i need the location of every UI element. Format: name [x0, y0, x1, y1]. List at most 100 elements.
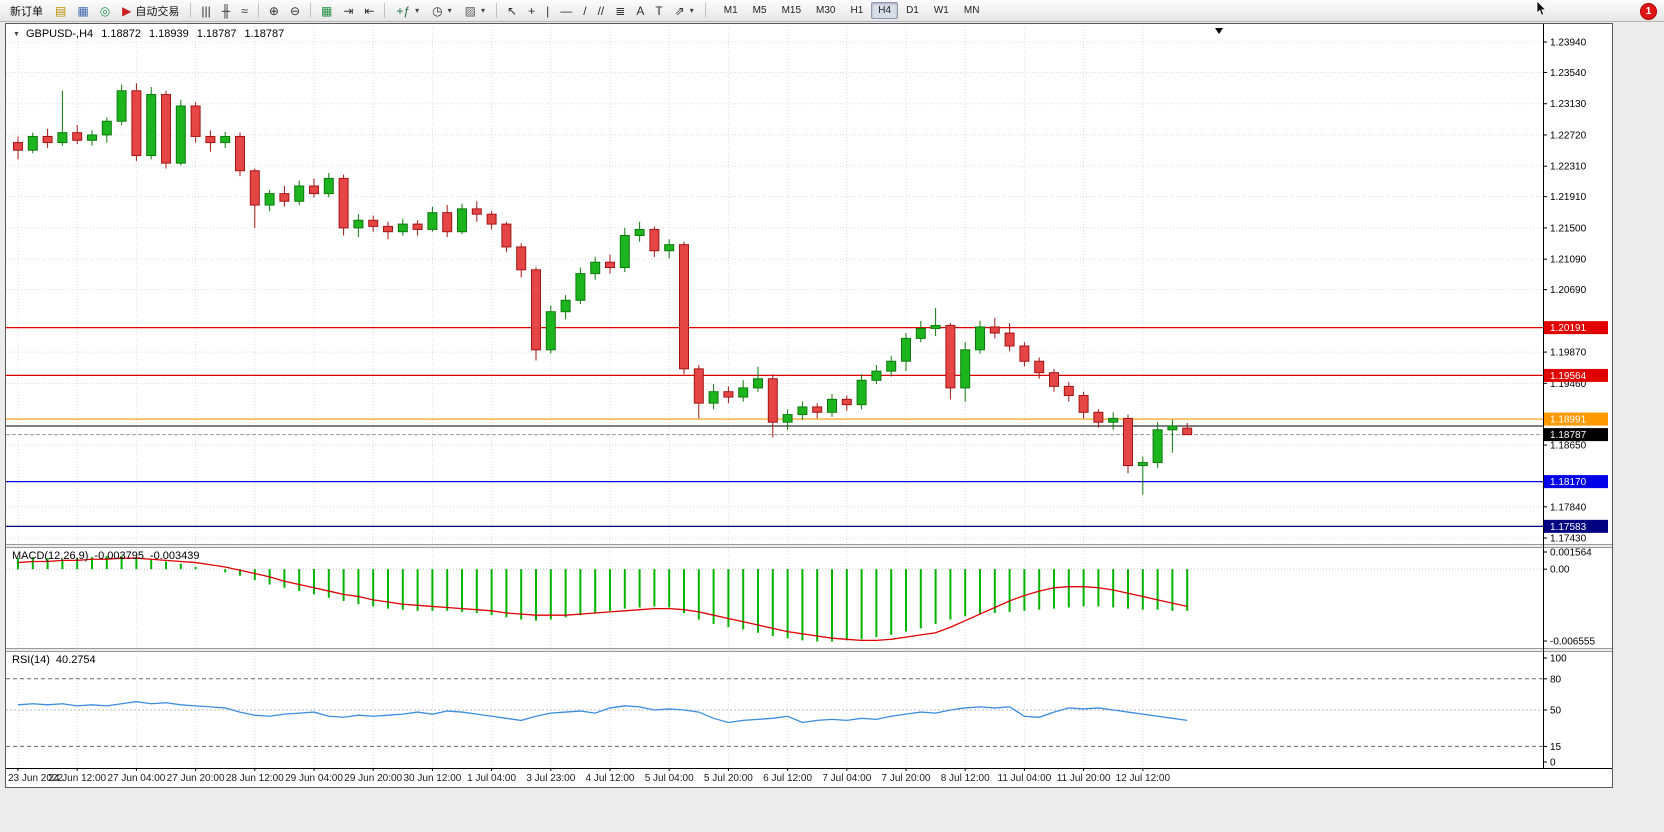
channel-icon[interactable]: // [597, 3, 605, 18]
candle [679, 244, 689, 370]
price-chart[interactable]: 1.23940 1.23540 1.23130 1.22720 1.22310 1.219… [6, 24, 1612, 787]
bar-chart-icon[interactable]: ||| [201, 3, 211, 18]
timeframe-group: M1 M5 M15 M30 H1 H4 D1 W1 MN [717, 2, 987, 19]
ohlc-open: 1.18872 [101, 28, 141, 40]
chart-shift-marker[interactable] [1215, 28, 1223, 34]
price-tick-label: 1.19460 [1550, 379, 1587, 390]
cursor-tool-icon[interactable]: ↖ [507, 3, 518, 18]
candle [738, 387, 749, 398]
market-watch-icon[interactable]: ▤ [55, 3, 67, 18]
mouse-cursor [1536, 0, 1549, 22]
timeframe-button-H4[interactable]: H4 [871, 2, 899, 19]
timeframe-button-M1[interactable]: M1 [723, 5, 738, 16]
navigator-icon[interactable]: ◎ [99, 3, 111, 18]
price-tick-label: 1.17430 [1550, 534, 1587, 545]
tile-windows-icon[interactable]: ▦ [321, 3, 333, 18]
candle [309, 185, 319, 195]
candle [264, 193, 275, 206]
fibonacci-icon[interactable]: ≣ [615, 3, 626, 18]
candle [279, 193, 290, 202]
period-button[interactable]: ◷ ▾ [426, 1, 458, 21]
time-label: 28 Jun 12:00 [226, 773, 284, 784]
crosshair-icon[interactable]: + [528, 3, 536, 18]
macd-header: MACD(12,26,9) -0.003795 -0.003439 [12, 550, 200, 562]
rsi-value: 40.2754 [55, 654, 96, 666]
candle [42, 135, 53, 144]
pane-separator[interactable] [6, 648, 1612, 652]
candle [1034, 360, 1045, 374]
svg-text:1.17583: 1.17583 [1550, 522, 1587, 533]
time-label: 8 Jul 12:00 [941, 773, 990, 784]
candlestick-chart-icon[interactable]: ╫ [221, 3, 231, 18]
candle [1019, 345, 1030, 362]
candle [901, 337, 911, 362]
candle [383, 225, 393, 233]
template-icon: ▨ [464, 3, 477, 18]
template-button[interactable]: ▨ ▾ [459, 1, 491, 21]
candle [249, 170, 260, 206]
candle [753, 378, 763, 389]
auto-scroll-icon[interactable]: ⇥ [343, 3, 354, 18]
auto-trading-button[interactable]: ▶ 自动交易 [116, 1, 185, 21]
candle [442, 212, 453, 233]
candle [782, 414, 793, 423]
candle [989, 326, 1000, 334]
zoom-in-icon[interactable]: ⊕ [268, 3, 279, 18]
candle [545, 311, 556, 351]
candle [235, 135, 245, 172]
chevron-down-icon: ▾ [689, 6, 694, 15]
price-tick-label: 1.20690 [1550, 285, 1587, 296]
candle [1137, 462, 1148, 467]
price-tick-label: 1.23540 [1550, 68, 1587, 79]
candle [101, 120, 112, 136]
candle [368, 219, 379, 227]
candle [575, 273, 586, 301]
candle [397, 223, 408, 233]
candle [175, 105, 186, 164]
timeframe-button-D1[interactable]: D1 [906, 5, 919, 16]
toolbar-separator [310, 3, 311, 18]
timeframe-button-H1[interactable]: H1 [850, 5, 864, 16]
chart-shift-icon[interactable]: ⇤ [364, 3, 375, 18]
candle [1078, 395, 1089, 413]
pane-separator[interactable] [6, 544, 1612, 548]
candle [634, 228, 645, 237]
notification-badge[interactable]: 1 [1640, 3, 1657, 20]
chart-symbol: GBPUSD-,H4 [25, 28, 94, 40]
price-level-label [1544, 412, 1608, 426]
horizontal-line-icon[interactable]: — [560, 3, 573, 18]
text-label-icon[interactable]: T [655, 3, 663, 18]
new-order-label: 新订单 [10, 5, 43, 18]
chart-window: 1.23940 1.23540 1.23130 1.22720 1.22310 1.219… [5, 23, 1613, 788]
toolbar-separator [704, 3, 706, 18]
zoom-out-icon[interactable]: ⊖ [289, 3, 300, 18]
candle [27, 135, 38, 151]
timeframe-button-M30[interactable]: M30 [816, 5, 836, 16]
timeframe-button-MN[interactable]: MN [963, 5, 980, 16]
candle [1108, 417, 1119, 423]
ohlc-high: 1.18939 [148, 28, 189, 40]
price-level-label [1544, 475, 1608, 489]
collapse-arrow-icon[interactable]: ▼ [13, 30, 20, 38]
rsi-line [17, 701, 1188, 724]
time-axis[interactable] [17, 768, 1144, 771]
price-scale[interactable] [1543, 41, 1547, 763]
toolbar-separator [496, 3, 498, 18]
time-label: 4 Jul 12:00 [586, 773, 635, 784]
shapes-button[interactable]: ⇗ ▾ [669, 1, 700, 21]
data-window-icon[interactable]: ▦ [77, 3, 89, 18]
rsi-tick-label: 80 [1550, 674, 1562, 685]
vertical-line-icon[interactable]: | [546, 3, 550, 18]
candle [856, 379, 867, 406]
price-tick-label: 1.21090 [1550, 255, 1587, 266]
add-indicator-button[interactable]: +ƒ ▾ [390, 1, 425, 21]
text-tool-icon[interactable]: A [636, 3, 645, 18]
timeframe-button-M5[interactable]: M5 [752, 5, 767, 16]
line-chart-icon[interactable]: ≈ [241, 3, 248, 18]
toolbar-separator [190, 3, 192, 18]
timeframe-button-M15[interactable]: M15 [781, 5, 802, 16]
trendline-icon[interactable]: / [583, 3, 587, 18]
time-label: 5 Jul 04:00 [645, 773, 694, 784]
new-order-button[interactable]: 新订单 [4, 1, 49, 21]
timeframe-button-W1[interactable]: W1 [933, 5, 949, 16]
